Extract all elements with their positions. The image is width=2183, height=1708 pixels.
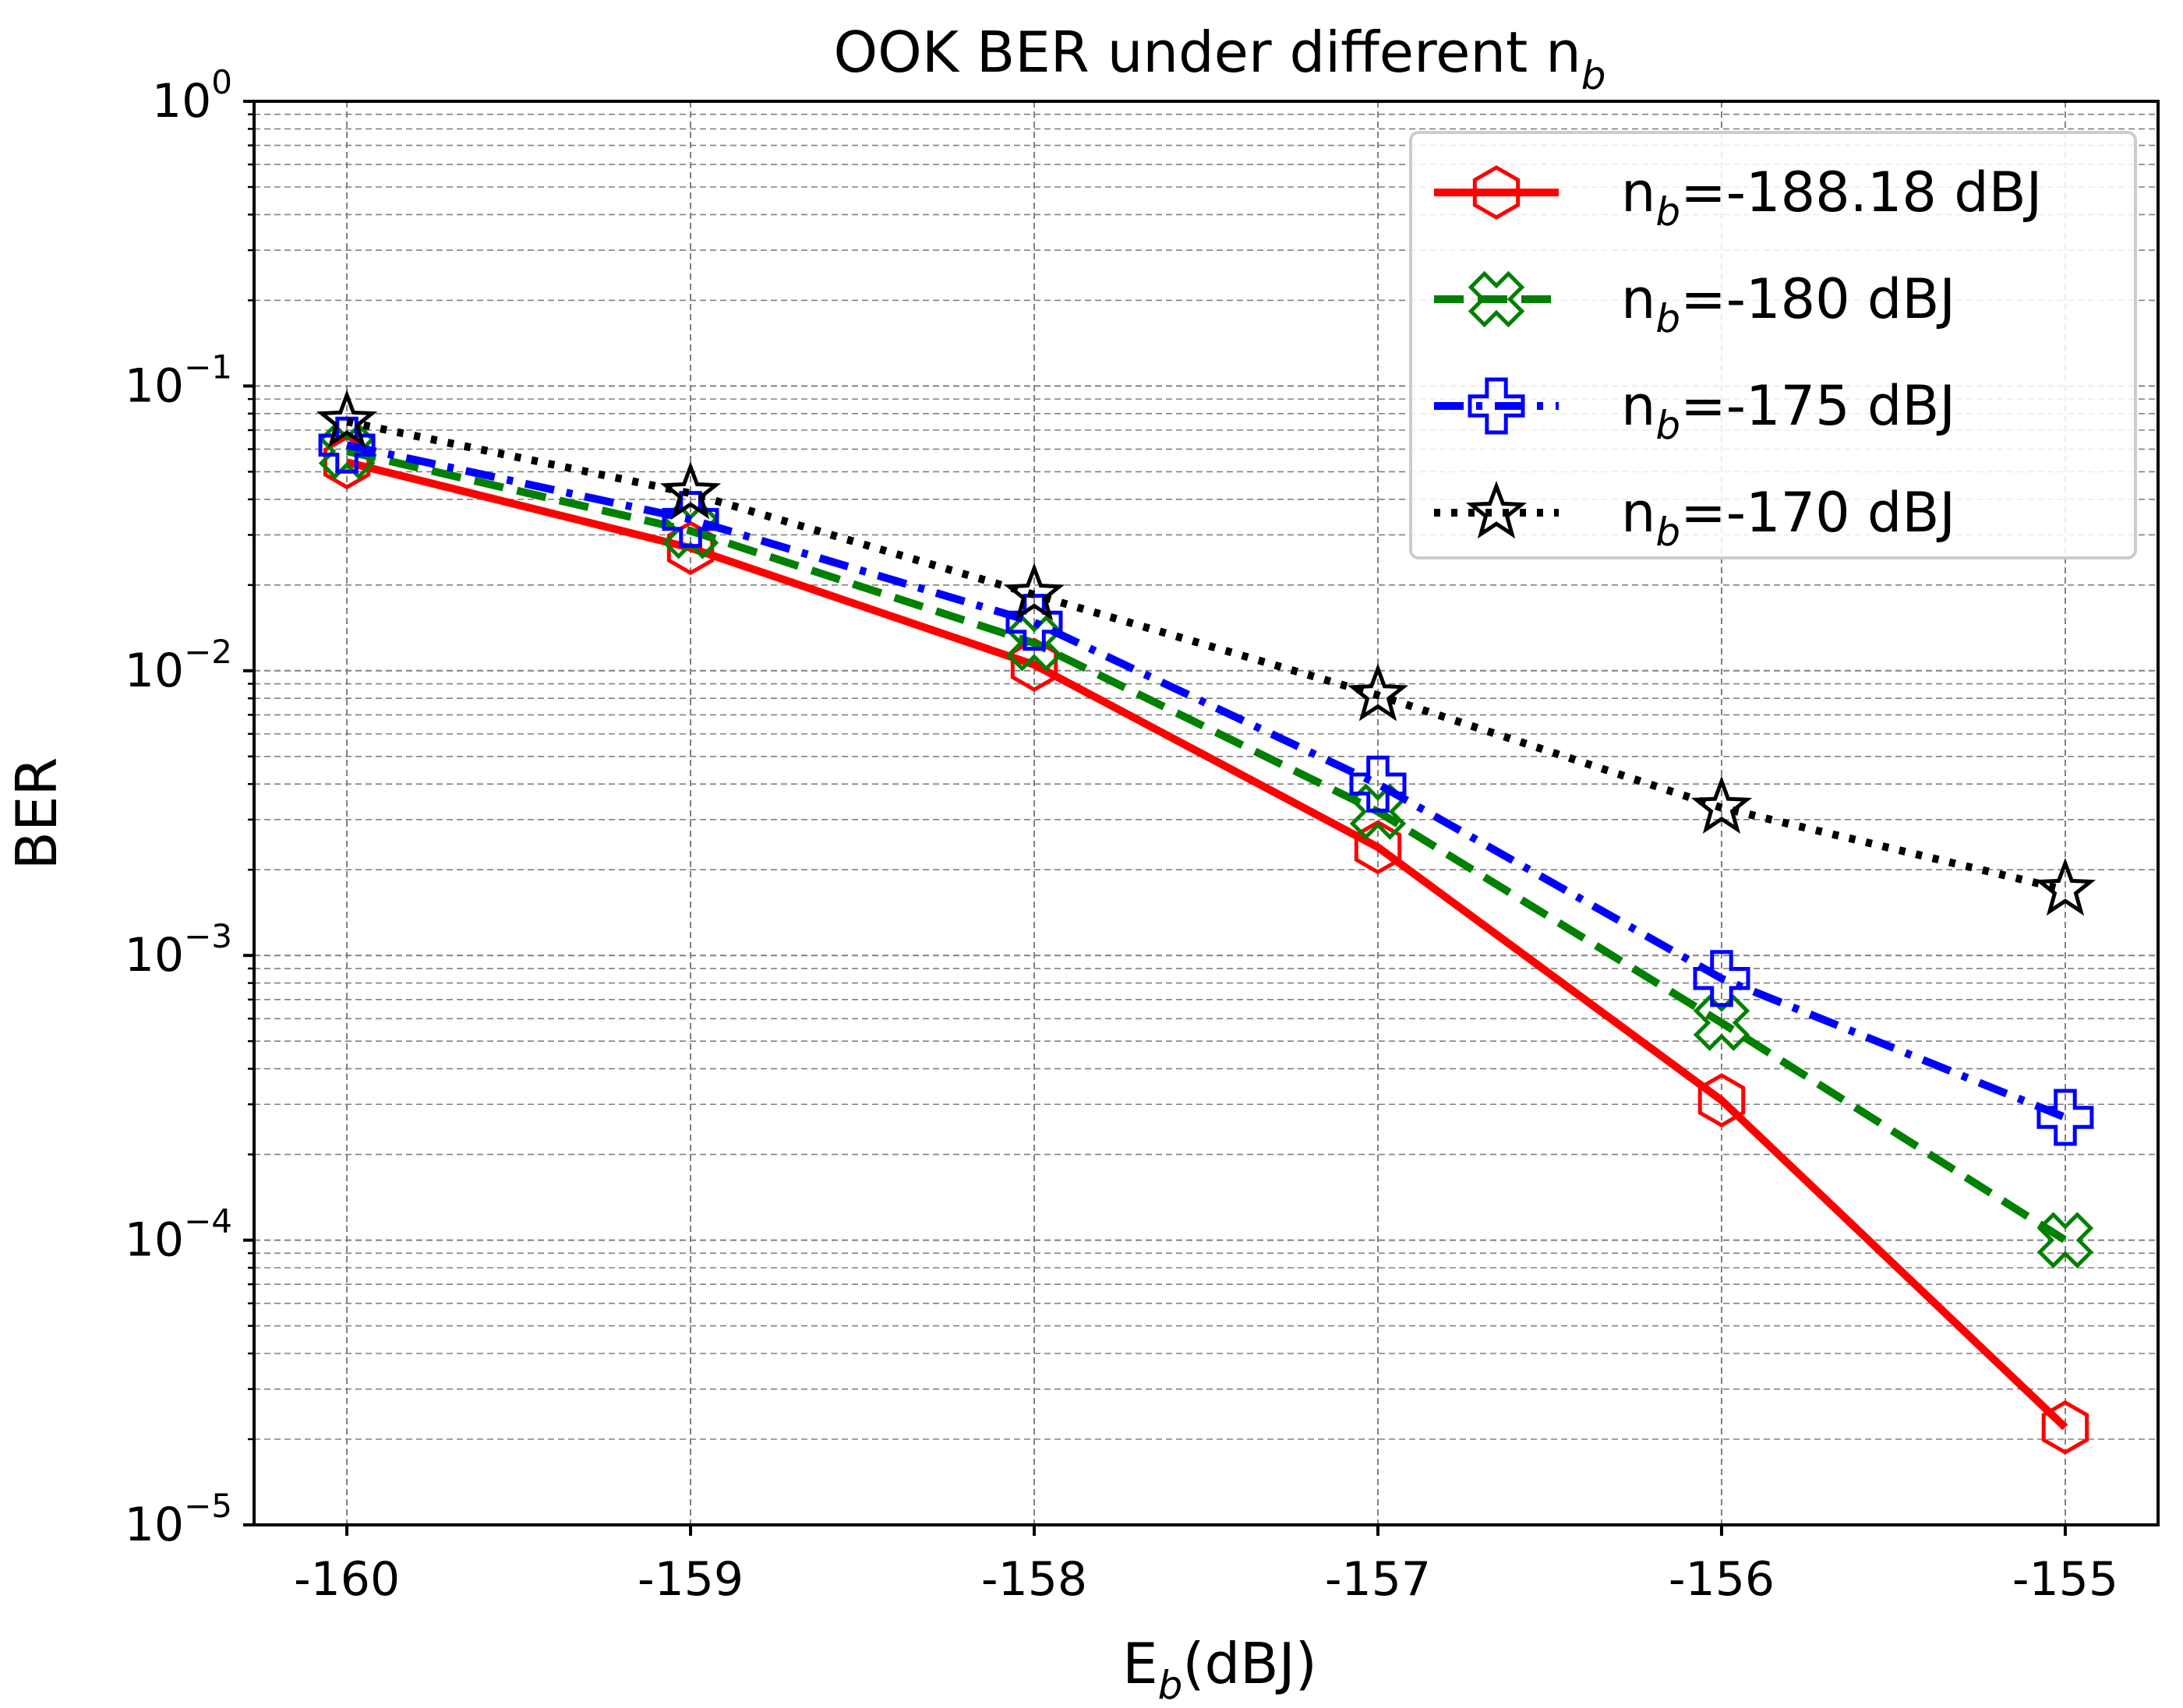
- x-tick-label: -160: [294, 1552, 400, 1607]
- legend-label: nb=-188.18 dBJ: [1621, 161, 2042, 235]
- x-tick-label: -155: [2012, 1552, 2118, 1607]
- data-point: [1693, 994, 1750, 1051]
- x-axis-label: Eb(dBJ): [1122, 1631, 1317, 1708]
- data-point: [1347, 663, 1409, 722]
- y-tick-label: 10−5: [125, 1487, 232, 1552]
- legend-label: nb=-180 dBJ: [1621, 267, 1955, 341]
- y-axis-label: BER: [4, 757, 69, 870]
- series-line: [345, 458, 2068, 1431]
- x-marker: [1468, 270, 1525, 328]
- y-tick-label: 10−3: [125, 917, 232, 983]
- legend-entry: nb=-170 dBJ: [1434, 480, 1955, 555]
- data-point: [2034, 857, 2096, 916]
- x-axis: -160 -159 -158 -157 -156 -155: [294, 1525, 2118, 1607]
- x-tick-label: -157: [1325, 1552, 1431, 1607]
- plot-frame: [253, 100, 2160, 1526]
- data-point: [1697, 1073, 1746, 1127]
- legend-entry: nb=-175 dBJ: [1434, 374, 1955, 448]
- x-tick-label: -158: [981, 1552, 1087, 1607]
- y-tick-label: 100: [152, 63, 232, 129]
- data-point: [1354, 820, 1402, 875]
- data-point: [659, 461, 722, 520]
- data-point: [2036, 1212, 2094, 1269]
- legend-entry: nb=-188.18 dBJ: [1434, 161, 2042, 235]
- data-point: [1349, 755, 1407, 813]
- data-point: [1693, 950, 1750, 1008]
- legend: nb=-188.18 dBJ nb=-180 dBJ nb=-175 dBJ nb=-…: [1409, 131, 2137, 559]
- series-line: [346, 418, 2067, 894]
- legend-entry: nb=-180 dBJ: [1434, 267, 1955, 341]
- x-tick-label: -159: [638, 1552, 744, 1607]
- plus-marker: [1468, 377, 1525, 435]
- legend-label: nb=-175 dBJ: [1621, 374, 1955, 448]
- y-axis: 100 10−1 10−2 10−3 10−4 10−5: [125, 63, 254, 1552]
- chart-title: OOK BER under different nb: [833, 19, 1605, 98]
- data-point: [316, 389, 378, 448]
- series-1: [323, 435, 2089, 1455]
- series-4: [316, 389, 2096, 916]
- y-tick-label: 10−4: [125, 1202, 232, 1268]
- star-marker: [1465, 480, 1528, 539]
- x-tick-label: -156: [1669, 1552, 1775, 1607]
- y-tick-label: 10−1: [125, 348, 232, 413]
- data-point: [318, 416, 376, 474]
- data-point: [2041, 1400, 2089, 1455]
- y-tick-label: 10−2: [125, 633, 232, 698]
- data-point: [1690, 775, 1753, 834]
- hexagon-marker: [1472, 165, 1521, 220]
- series-line: [346, 441, 2067, 1121]
- data-point: [2036, 1089, 2094, 1146]
- data-point: [1003, 563, 1065, 621]
- legend-box: [1409, 131, 2137, 559]
- legend-label: nb=-170 dBJ: [1621, 481, 1955, 555]
- series-layer: [316, 389, 2096, 1455]
- data-point: [1349, 783, 1407, 840]
- series-line: [345, 447, 2068, 1244]
